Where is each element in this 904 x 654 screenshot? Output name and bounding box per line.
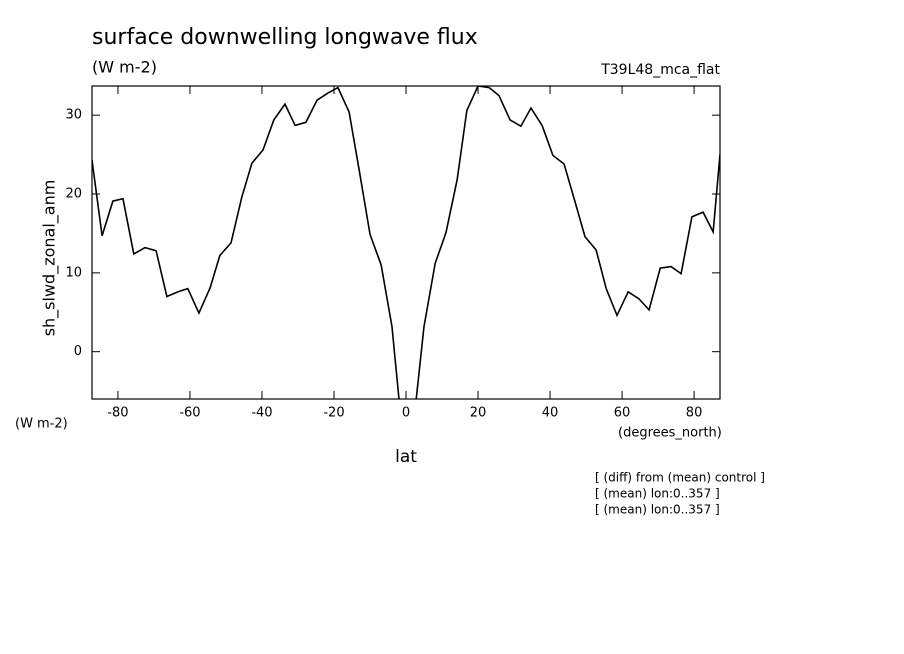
x-tick-label: -20 — [323, 406, 344, 421]
y-tick-label: 30 — [65, 108, 82, 123]
x-tick-label: 0 — [402, 406, 410, 421]
x-tick-label: -80 — [107, 406, 128, 421]
chart-title: surface downwelling longwave flux — [92, 25, 478, 50]
line — [92, 86, 720, 399]
x-units: (degrees_north) — [618, 426, 722, 441]
note: [ (diff) from (mean) control ] — [595, 471, 765, 485]
y-tick-label: 20 — [65, 187, 82, 202]
experiment: T39L48_mca_flat — [600, 62, 720, 78]
y-tick-label: 10 — [65, 265, 82, 280]
note: [ (mean) lon:0..357 ] — [595, 503, 720, 517]
y-tick-label: 0 — [74, 344, 82, 359]
x-axis-label: lat — [395, 447, 417, 467]
x-tick-label: 60 — [614, 406, 631, 421]
x-tick-label: -40 — [251, 406, 272, 421]
note: [ (mean) lon:0..357 ] — [595, 487, 720, 501]
plot-frame — [91, 85, 721, 400]
x-tick-label: 80 — [686, 406, 703, 421]
y-axis-label: sh_slwd_zonal_anm — [40, 180, 60, 337]
x-tick-label: 20 — [470, 406, 487, 421]
x-tick-label: -60 — [179, 406, 200, 421]
y-units: (W m-2) — [15, 417, 68, 432]
x-tick-label: 40 — [542, 406, 559, 421]
units: (W m-2) — [92, 58, 157, 77]
